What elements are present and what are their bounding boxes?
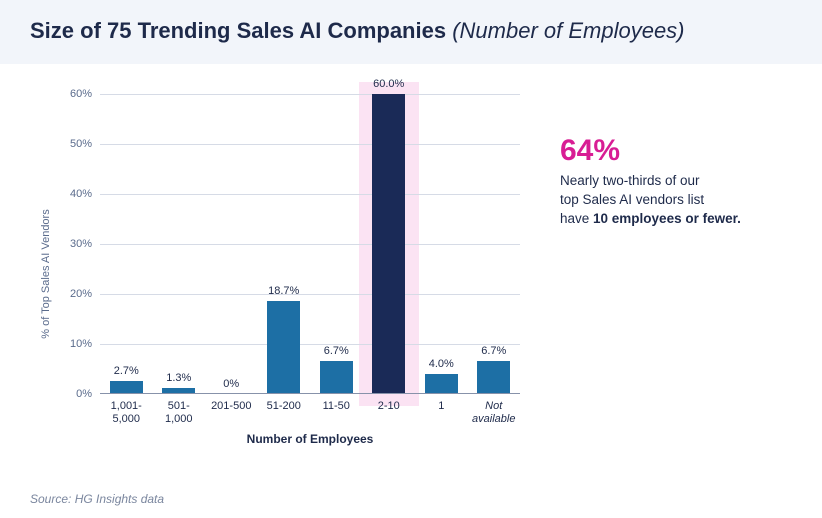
bar-value-label: 6.7%: [324, 345, 349, 361]
page-title: Size of 75 Trending Sales AI Companies (…: [30, 18, 792, 44]
bar-value-label: 0%: [223, 378, 239, 394]
bar: 6.7%: [477, 361, 510, 395]
callout-line1: Nearly two-thirds of our: [560, 173, 700, 188]
callout-line3-prefix: have: [560, 211, 593, 226]
x-axis-label: Number of Employees: [247, 432, 374, 446]
x-tick: 201-500: [211, 394, 251, 413]
y-tick: 40%: [70, 188, 100, 200]
title-subtitle: (Number of Employees): [452, 18, 684, 43]
x-tick: 501- 1,000: [165, 394, 193, 426]
y-tick: 60%: [70, 88, 100, 100]
callout: 64% Nearly two-thirds of our top Sales A…: [560, 134, 770, 229]
y-tick: 50%: [70, 138, 100, 150]
x-tick: 1: [438, 394, 444, 413]
callout-description: Nearly two-thirds of our top Sales AI ve…: [560, 172, 770, 229]
x-axis-baseline: [100, 393, 520, 394]
bar-value-label: 4.0%: [429, 358, 454, 374]
x-tick: 1,001- 5,000: [111, 394, 142, 426]
bars-layer: 2.7% 1.3% 0% 18.7% 6.7% 60.0% 4.0% 6.7%: [100, 94, 520, 394]
bar: 6.7%: [320, 361, 353, 395]
x-tick: 51-200: [267, 394, 301, 413]
callout-line3-bold: 10 employees or fewer.: [593, 211, 741, 226]
x-tick: 2-10: [378, 394, 400, 413]
title-bar: Size of 75 Trending Sales AI Companies (…: [0, 0, 822, 64]
source-attribution: Source: HG Insights data: [30, 492, 164, 506]
bar-value-label: 1.3%: [166, 372, 191, 388]
x-tick: 11-50: [323, 394, 350, 413]
callout-headline: 64%: [560, 134, 770, 168]
bar: 2.7%: [110, 381, 143, 395]
bar-value-label: 6.7%: [481, 345, 506, 361]
y-tick: 30%: [70, 238, 100, 250]
y-tick: 0%: [76, 388, 100, 400]
y-tick: 20%: [70, 288, 100, 300]
x-tick: Not available: [472, 394, 515, 426]
callout-line2: top Sales AI vendors list: [560, 192, 704, 207]
bar-value-label: 60.0%: [373, 78, 404, 94]
bar: 18.7%: [267, 301, 300, 395]
bar-value-label: 2.7%: [114, 365, 139, 381]
y-tick: 10%: [70, 338, 100, 350]
y-axis-label: % of Top Sales AI Vendors: [40, 209, 52, 338]
title-main: Size of 75 Trending Sales AI Companies: [30, 18, 452, 43]
bar: 4.0%: [425, 374, 458, 394]
chart-area: % of Top Sales AI Vendors 2.7% 1.3% 0% 18.7…: [0, 84, 822, 464]
plot-area: 2.7%1.3%0%18.7%6.7%60.0%4.0%6.7% Number …: [100, 94, 520, 394]
bar-value-label: 18.7%: [268, 285, 299, 301]
bar: 60.0%: [372, 94, 405, 394]
